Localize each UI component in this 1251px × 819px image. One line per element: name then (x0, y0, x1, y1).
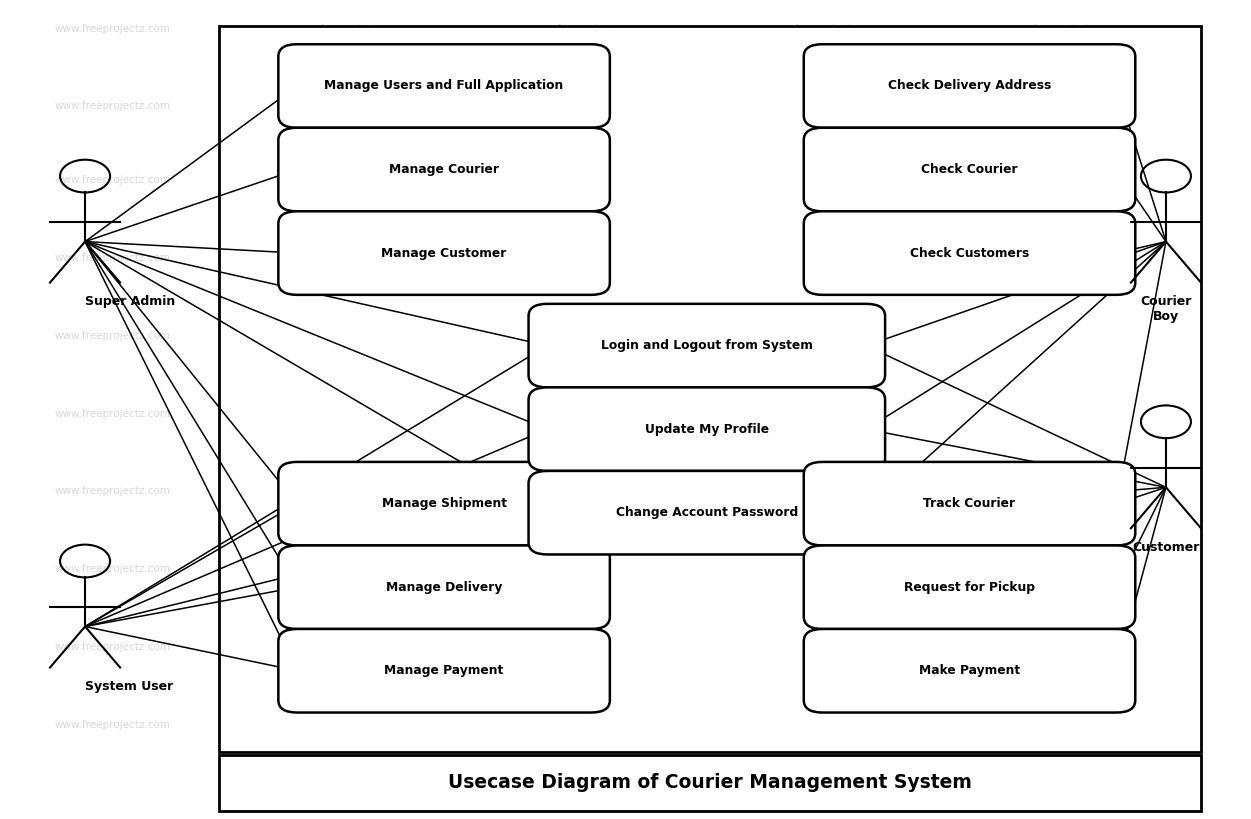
FancyBboxPatch shape (278, 128, 609, 211)
Text: www.freeprojectz.com: www.freeprojectz.com (768, 642, 883, 652)
FancyBboxPatch shape (278, 44, 609, 128)
Text: www.freeprojectz.com: www.freeprojectz.com (293, 720, 408, 730)
Text: Check Courier: Check Courier (921, 163, 1018, 176)
Text: Super Admin: Super Admin (85, 295, 175, 308)
Text: www.freeprojectz.com: www.freeprojectz.com (55, 720, 170, 730)
FancyBboxPatch shape (803, 545, 1136, 629)
Text: www.freeprojectz.com: www.freeprojectz.com (55, 102, 170, 111)
Text: www.freeprojectz.com: www.freeprojectz.com (1006, 409, 1121, 419)
FancyBboxPatch shape (278, 462, 609, 545)
Text: www.freeprojectz.com: www.freeprojectz.com (530, 253, 646, 263)
Text: www.freeprojectz.com: www.freeprojectz.com (293, 331, 408, 341)
Text: Customer: Customer (1132, 541, 1200, 554)
Text: www.freeprojectz.com: www.freeprojectz.com (293, 564, 408, 574)
Text: www.freeprojectz.com: www.freeprojectz.com (55, 331, 170, 341)
Text: www.freeprojectz.com: www.freeprojectz.com (293, 409, 408, 419)
Text: www.freeprojectz.com: www.freeprojectz.com (768, 720, 883, 730)
FancyBboxPatch shape (803, 462, 1136, 545)
Text: Manage Courier: Manage Courier (389, 163, 499, 176)
Text: Make Payment: Make Payment (919, 664, 1020, 677)
Text: System User: System User (85, 680, 174, 693)
Text: Manage Customer: Manage Customer (382, 247, 507, 260)
Text: www.freeprojectz.com: www.freeprojectz.com (55, 486, 170, 496)
FancyBboxPatch shape (803, 629, 1136, 713)
Text: www.freeprojectz.com: www.freeprojectz.com (293, 486, 408, 496)
FancyBboxPatch shape (528, 304, 886, 387)
Text: Request for Pickup: Request for Pickup (904, 581, 1035, 594)
FancyBboxPatch shape (528, 471, 886, 554)
Text: www.freeprojectz.com: www.freeprojectz.com (55, 253, 170, 263)
Text: Change Account Password: Change Account Password (615, 506, 798, 519)
Text: www.freeprojectz.com: www.freeprojectz.com (293, 102, 408, 111)
FancyBboxPatch shape (278, 211, 609, 295)
Text: www.freeprojectz.com: www.freeprojectz.com (530, 720, 646, 730)
Bar (219, 755, 1201, 811)
Text: Usecase Diagram of Courier Management System: Usecase Diagram of Courier Management Sy… (448, 773, 972, 793)
Text: www.freeprojectz.com: www.freeprojectz.com (530, 331, 646, 341)
Text: www.freeprojectz.com: www.freeprojectz.com (768, 331, 883, 341)
Text: www.freeprojectz.com: www.freeprojectz.com (1006, 175, 1121, 185)
FancyBboxPatch shape (803, 44, 1136, 128)
Text: www.freeprojectz.com: www.freeprojectz.com (1006, 102, 1121, 111)
Text: www.freeprojectz.com: www.freeprojectz.com (530, 24, 646, 34)
Text: www.freeprojectz.com: www.freeprojectz.com (768, 253, 883, 263)
Text: www.freeprojectz.com: www.freeprojectz.com (768, 175, 883, 185)
Text: Check Customers: Check Customers (909, 247, 1030, 260)
Text: Courier
Boy: Courier Boy (1140, 295, 1192, 323)
Text: www.freeprojectz.com: www.freeprojectz.com (1006, 24, 1121, 34)
FancyBboxPatch shape (803, 211, 1136, 295)
Text: www.freeprojectz.com: www.freeprojectz.com (768, 24, 883, 34)
Text: www.freeprojectz.com: www.freeprojectz.com (293, 24, 408, 34)
Text: www.freeprojectz.com: www.freeprojectz.com (530, 642, 646, 652)
Text: www.freeprojectz.com: www.freeprojectz.com (768, 486, 883, 496)
Text: www.freeprojectz.com: www.freeprojectz.com (55, 409, 170, 419)
FancyBboxPatch shape (278, 545, 609, 629)
Text: www.freeprojectz.com: www.freeprojectz.com (530, 486, 646, 496)
Text: www.freeprojectz.com: www.freeprojectz.com (768, 102, 883, 111)
Text: www.freeprojectz.com: www.freeprojectz.com (530, 409, 646, 419)
Text: www.freeprojectz.com: www.freeprojectz.com (293, 253, 408, 263)
Text: www.freeprojectz.com: www.freeprojectz.com (55, 24, 170, 34)
FancyBboxPatch shape (803, 128, 1136, 211)
Text: Login and Logout from System: Login and Logout from System (600, 339, 813, 352)
Text: www.freeprojectz.com: www.freeprojectz.com (55, 175, 170, 185)
Text: Update My Profile: Update My Profile (644, 423, 769, 436)
Text: Track Courier: Track Courier (923, 497, 1016, 510)
Text: www.freeprojectz.com: www.freeprojectz.com (55, 564, 170, 574)
Text: www.freeprojectz.com: www.freeprojectz.com (293, 642, 408, 652)
Text: www.freeprojectz.com: www.freeprojectz.com (530, 102, 646, 111)
FancyBboxPatch shape (278, 629, 609, 713)
Bar (219, 26, 1201, 752)
Text: Manage Payment: Manage Payment (384, 664, 504, 677)
Text: www.freeprojectz.com: www.freeprojectz.com (1006, 642, 1121, 652)
Text: www.freeprojectz.com: www.freeprojectz.com (1006, 253, 1121, 263)
Text: www.freeprojectz.com: www.freeprojectz.com (293, 175, 408, 185)
Text: www.freeprojectz.com: www.freeprojectz.com (1006, 331, 1121, 341)
Text: Manage Users and Full Application: Manage Users and Full Application (324, 79, 564, 93)
Text: www.freeprojectz.com: www.freeprojectz.com (1006, 720, 1121, 730)
Text: www.freeprojectz.com: www.freeprojectz.com (530, 564, 646, 574)
Text: www.freeprojectz.com: www.freeprojectz.com (1006, 486, 1121, 496)
Text: Manage Delivery: Manage Delivery (385, 581, 503, 594)
Text: Check Delivery Address: Check Delivery Address (888, 79, 1051, 93)
Text: www.freeprojectz.com: www.freeprojectz.com (1006, 564, 1121, 574)
Text: Manage Shipment: Manage Shipment (382, 497, 507, 510)
Text: www.freeprojectz.com: www.freeprojectz.com (768, 564, 883, 574)
Text: www.freeprojectz.com: www.freeprojectz.com (768, 409, 883, 419)
FancyBboxPatch shape (528, 387, 886, 471)
Text: www.freeprojectz.com: www.freeprojectz.com (530, 175, 646, 185)
Text: www.freeprojectz.com: www.freeprojectz.com (55, 642, 170, 652)
